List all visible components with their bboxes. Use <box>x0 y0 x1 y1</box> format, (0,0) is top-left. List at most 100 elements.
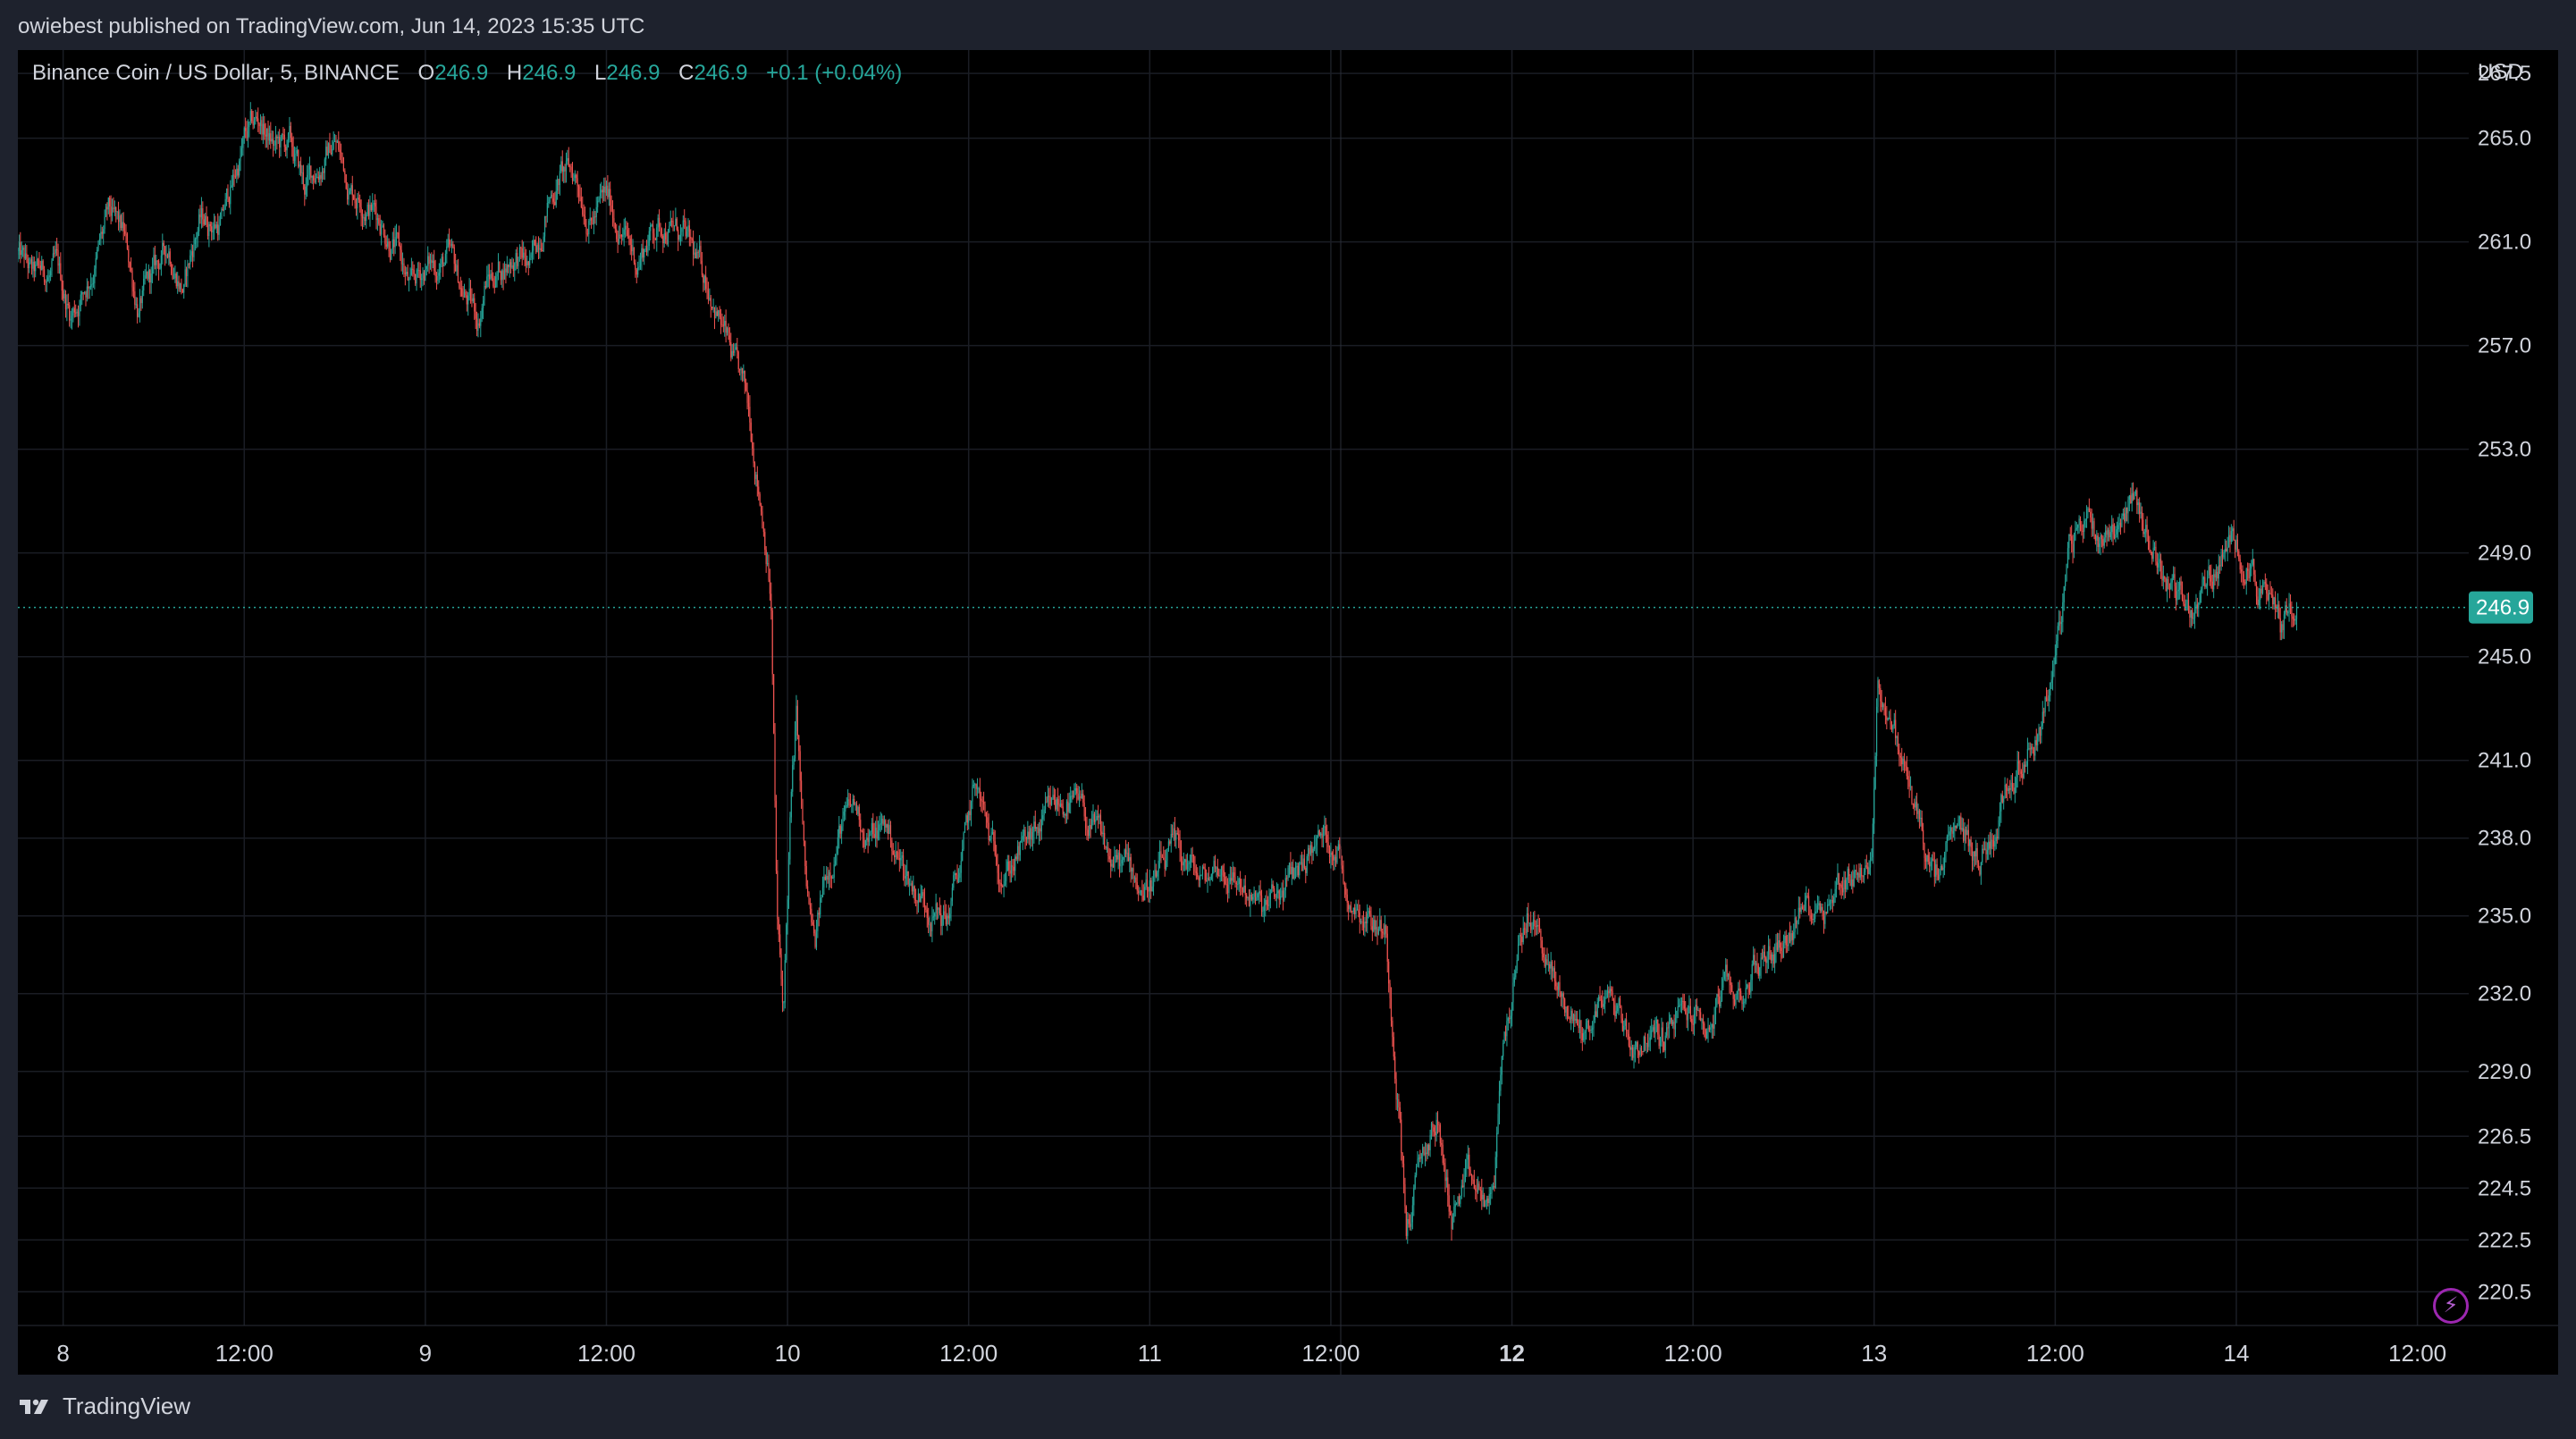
candle-body <box>779 934 781 955</box>
candle <box>1173 821 1174 841</box>
candle-body <box>1065 801 1068 817</box>
candle <box>632 239 634 256</box>
candle-body <box>1197 872 1199 878</box>
candle <box>493 275 495 294</box>
candle <box>160 249 163 276</box>
candle-body <box>293 155 296 162</box>
candle-body <box>1413 1188 1415 1206</box>
candle-body <box>1926 854 1928 863</box>
candle <box>395 223 398 247</box>
candle-body <box>1214 861 1216 869</box>
candle <box>1701 1017 1703 1031</box>
candle-body <box>1327 842 1329 847</box>
candle-body <box>1766 959 1768 964</box>
candle <box>808 891 810 905</box>
candle-body <box>2063 585 2065 602</box>
candle <box>1368 905 1371 917</box>
candle <box>1436 1111 1439 1134</box>
candle <box>870 830 871 837</box>
chart-panel[interactable]: 267.5 265.0 261.0 257.0 253.0 249.0 245.0 241.0… <box>18 50 2558 1375</box>
candle-body <box>1846 879 1848 889</box>
candle <box>1848 863 1850 883</box>
candle-body <box>731 350 733 358</box>
candle <box>1048 787 1050 808</box>
candle-body <box>1253 892 1255 897</box>
candle <box>257 107 259 132</box>
candle <box>1951 827 1953 842</box>
candle-body <box>403 263 405 273</box>
candle-body <box>232 174 234 186</box>
candle <box>663 228 665 248</box>
candle-body <box>1642 1050 1644 1053</box>
candle <box>1368 907 1369 919</box>
candle-body <box>1042 815 1044 820</box>
candle <box>1530 911 1532 934</box>
candle-body <box>1976 847 1978 863</box>
candle-body <box>410 268 412 275</box>
candle-body <box>289 125 290 134</box>
candle <box>601 181 602 199</box>
candle <box>171 261 173 275</box>
candle <box>378 215 380 226</box>
candle <box>123 223 126 237</box>
candle <box>864 839 866 849</box>
candle <box>428 252 430 274</box>
candle-body <box>1497 1114 1499 1133</box>
candle-body <box>857 806 859 814</box>
candle-body <box>283 134 285 147</box>
candle <box>268 125 271 145</box>
candle <box>1225 876 1227 895</box>
candle <box>103 225 105 245</box>
candle-body <box>1657 1019 1659 1035</box>
candle <box>1141 879 1143 902</box>
candle-body <box>2092 521 2094 529</box>
candle-body <box>1528 922 1530 924</box>
candle-body <box>115 207 117 212</box>
candle <box>1936 858 1938 881</box>
candle <box>246 121 248 141</box>
candle-body <box>917 893 920 904</box>
candle <box>1868 860 1870 875</box>
candle <box>756 466 758 497</box>
candle-body <box>915 899 917 902</box>
candle-body <box>561 161 563 173</box>
candle-body <box>2058 621 2060 627</box>
candle <box>166 253 169 259</box>
candle-body <box>1633 1055 1635 1058</box>
candle-body <box>1824 912 1826 924</box>
candle-body <box>1882 703 1884 708</box>
candle <box>1943 851 1946 876</box>
candle-body <box>599 192 602 197</box>
candle <box>540 239 542 252</box>
candle-body <box>1138 890 1140 894</box>
candle <box>845 801 846 820</box>
candle <box>929 916 930 937</box>
candle <box>936 902 939 921</box>
candle-body <box>951 888 954 902</box>
candle-body <box>1587 1021 1589 1031</box>
candle-body <box>393 239 395 248</box>
candle-body <box>1361 921 1363 923</box>
candle-body <box>1986 850 1988 854</box>
candle-body <box>1057 799 1059 805</box>
candle-body <box>348 193 349 200</box>
candle <box>1682 993 1684 1011</box>
chart-canvas[interactable]: 267.5265.0261.0257.0253.0249.0245.0241.0… <box>18 50 2558 1375</box>
candle-body <box>1124 849 1127 854</box>
candle <box>1663 1041 1665 1053</box>
candle <box>1590 1025 1592 1034</box>
candle <box>804 840 806 875</box>
candle-body <box>671 221 673 223</box>
candle <box>718 309 720 322</box>
candle-body <box>565 161 568 172</box>
candle-body <box>790 791 792 818</box>
candle <box>156 260 158 269</box>
candle <box>1562 991 1564 1010</box>
candle <box>1971 842 1974 872</box>
candle-body <box>185 269 188 276</box>
candle <box>1124 848 1125 863</box>
candle-body <box>1918 810 1921 820</box>
candle <box>1055 788 1056 812</box>
candle-body <box>1583 1032 1585 1040</box>
candle <box>700 240 702 265</box>
